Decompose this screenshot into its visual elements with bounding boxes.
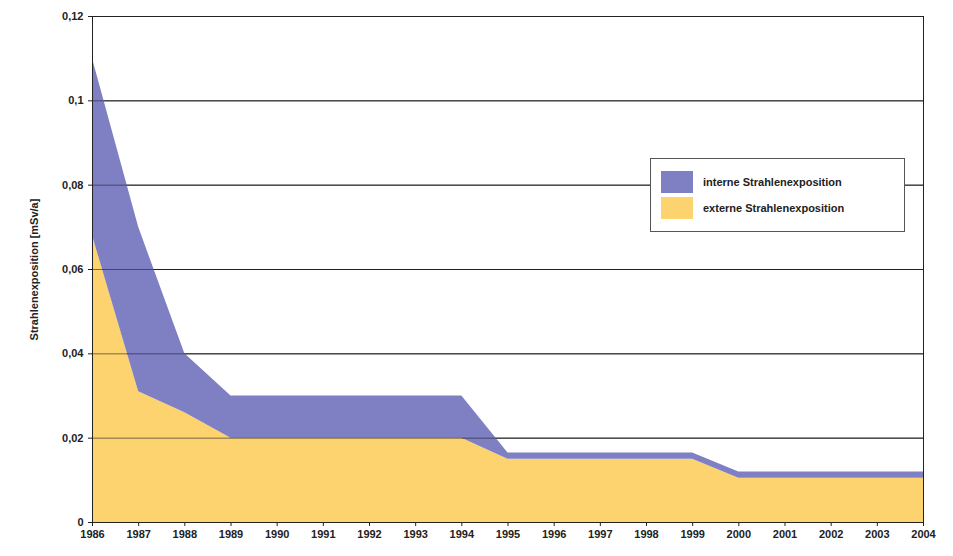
svg-text:0,06: 0,06 [62, 263, 83, 275]
html-text:externe Strahlenexposition: externe Strahlenexposition [703, 202, 845, 214]
svg-text:1995: 1995 [496, 528, 520, 540]
svg-text:1986: 1986 [80, 528, 104, 540]
svg-text:0,04: 0,04 [62, 347, 84, 359]
svg-text:1989: 1989 [219, 528, 243, 540]
svg-text:1987: 1987 [126, 528, 150, 540]
svg-text:1990: 1990 [265, 528, 289, 540]
svg-text:0,08: 0,08 [62, 179, 83, 191]
html-text:interne Strahlenexposition: interne Strahlenexposition [703, 176, 842, 188]
svg-text:1988: 1988 [173, 528, 197, 540]
svg-text:2002: 2002 [819, 528, 843, 540]
svg-text:0,1: 0,1 [68, 94, 83, 106]
svg-text:1992: 1992 [357, 528, 381, 540]
svg-text:1993: 1993 [403, 528, 427, 540]
svg-text:2003: 2003 [865, 528, 889, 540]
svg-text:1998: 1998 [634, 528, 658, 540]
svg-text:2000: 2000 [727, 528, 751, 540]
svg-text:1991: 1991 [311, 528, 335, 540]
svg-text:Strahlenexposition [mSv/a]: Strahlenexposition [mSv/a] [28, 198, 40, 340]
svg-text:0,12: 0,12 [62, 10, 83, 22]
svg-text:2001: 2001 [773, 528, 797, 540]
svg-text:0,02: 0,02 [62, 432, 83, 444]
svg-text:1996: 1996 [542, 528, 566, 540]
svg-text:2004: 2004 [911, 528, 936, 540]
svg-text:1999: 1999 [680, 528, 704, 540]
svg-text:1997: 1997 [588, 528, 612, 540]
svg-text:1994: 1994 [450, 528, 475, 540]
svg-text:0: 0 [77, 516, 83, 528]
